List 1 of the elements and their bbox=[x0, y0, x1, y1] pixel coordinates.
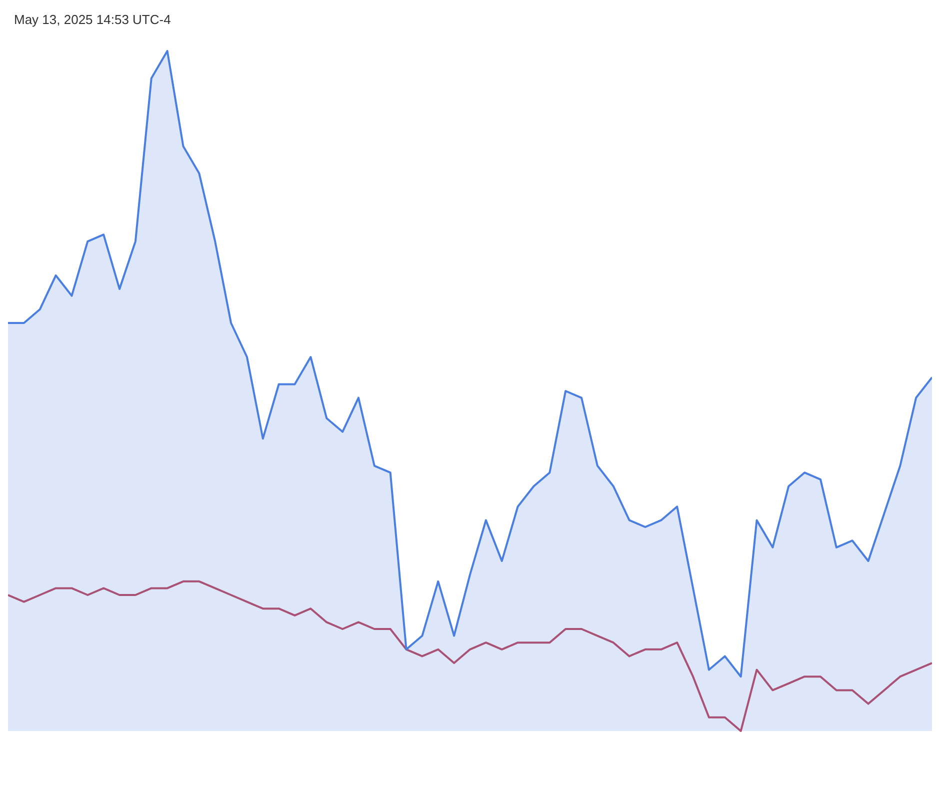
text: May 13, 2025 14:53 UTC-4 bbox=[13, 11, 172, 29]
